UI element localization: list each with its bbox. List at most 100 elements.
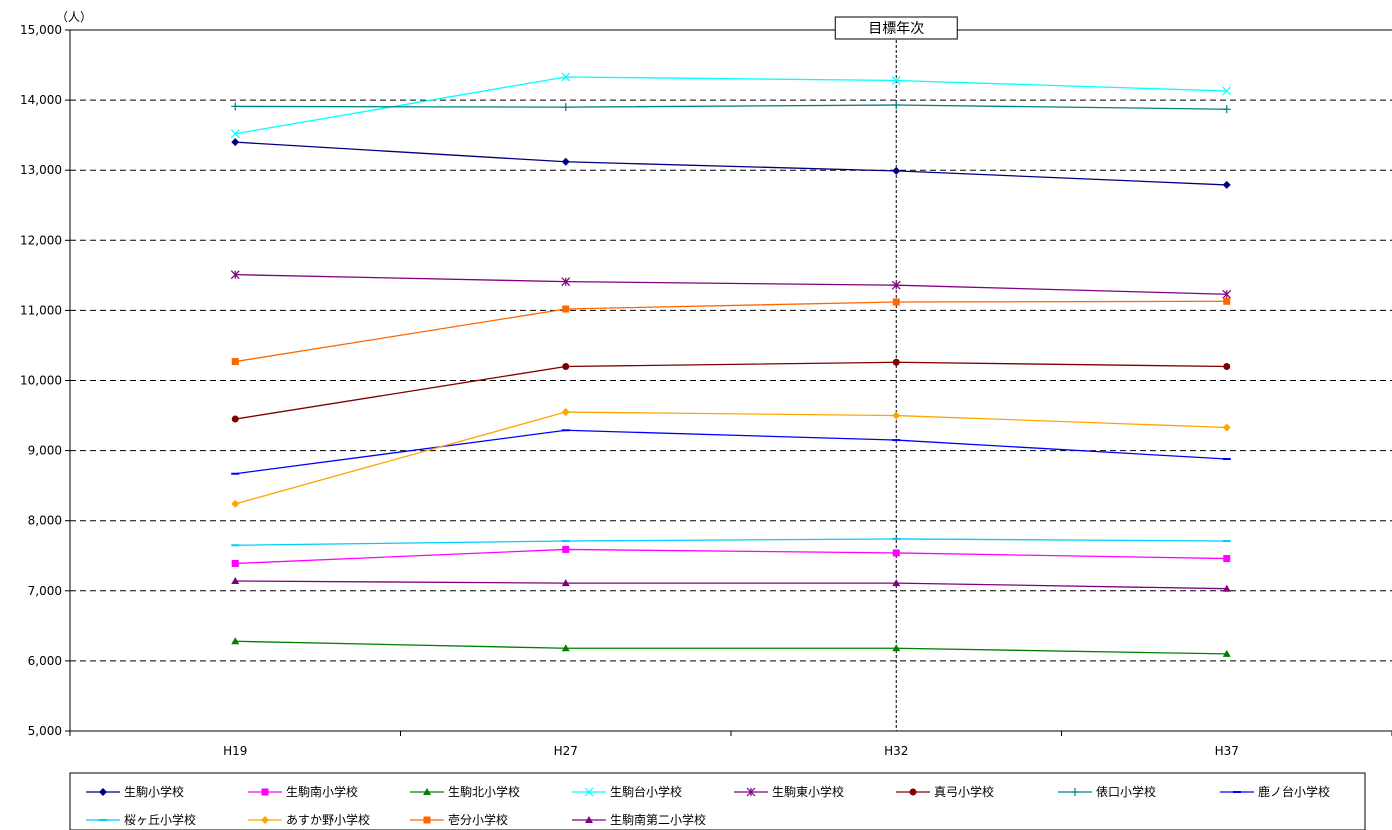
data-point-marker [1223,297,1231,305]
data-point-marker [231,559,239,567]
series-line [235,640,1227,655]
data-point-marker [231,637,240,645]
data-point-marker [892,166,901,175]
data-point-marker [99,788,107,796]
data-point-marker [231,358,239,366]
data-point-marker [892,579,901,587]
legend-item: 生駒南第二小学校 [572,812,706,827]
legend-label: 生駒南第二小学校 [610,812,706,827]
series-lines [230,72,1232,657]
data-point-marker [561,579,570,587]
data-point-marker [892,411,901,420]
series-line [235,429,1227,475]
marker-stroke [584,787,594,797]
data-point-marker [423,788,431,795]
x-tick-labels: H19 H27 H32 H37 [223,744,1239,758]
x-tick-label: H19 [223,744,247,758]
series [231,576,1231,592]
target-year-marker: 目標年次 [834,16,958,731]
series [230,72,1232,139]
legend-frame [69,772,1366,830]
data-point-marker [261,816,269,824]
legend-label: 壱分小学校 [448,812,508,827]
data-point-marker [584,787,594,797]
y-tick-label: 6,000 [28,654,62,668]
marker-stroke [230,129,240,139]
data-point-marker [892,101,901,110]
data-point-marker [561,157,570,166]
series-line [235,76,1227,135]
data-point-marker [909,788,917,796]
grid-lines [70,29,1392,662]
marker-stroke [1222,86,1232,96]
data-point-marker [230,129,240,139]
data-point-marker [561,644,570,652]
data-point-marker [231,576,240,584]
data-point-marker [561,103,570,112]
data-point-marker [261,788,269,796]
series [231,545,1231,567]
legend-label: あすか野小学校 [286,812,370,827]
legend-item: 生駒東小学校 [734,784,844,799]
y-tick-label: 14,000 [20,93,62,107]
legend-label: 生駒小学校 [124,784,184,799]
legend-item: 俵口小学校 [1058,784,1156,799]
data-point-marker [1222,584,1231,592]
data-point-marker [1222,649,1231,657]
series-line [235,141,1227,186]
data-point-marker [561,408,570,417]
data-point-marker [891,280,901,290]
data-point-marker [561,72,571,82]
data-point-marker [746,787,756,797]
legend: 生駒小学校 生駒南小学校 生駒北小学校 生駒台小学校 生駒東小学校 真弓小学校 俵口小学校 鹿… [69,772,1366,830]
y-tick-labels: 5,000 6,000 7,000 8,000 9,000 10,000 11,000 12,… [20,23,62,738]
series [231,297,1231,366]
data-point-marker [231,102,240,111]
legend-label: 俵口小学校 [1096,784,1156,799]
series-line [235,273,1227,295]
data-point-marker [1223,555,1231,563]
legend-item: 鹿ノ台小学校 [1220,784,1330,799]
target-year-label: 目標年次 [868,21,924,37]
data-point-marker [562,545,570,553]
marker-stroke [561,72,571,82]
data-point-marker [1222,86,1232,96]
legend-item: 桜ヶ丘小学校 [86,812,196,827]
legend-item: 生駒台小学校 [572,784,682,799]
data-point-marker [892,549,900,557]
series-line [235,548,1227,565]
data-point-marker [1071,788,1079,796]
legend-item: 生駒北小学校 [410,784,520,799]
target-year-box [834,16,958,40]
data-point-marker [891,76,901,85]
series [231,101,1231,114]
y-tick-label: 9,000 [28,444,62,458]
data-point-marker [231,415,239,423]
y-tick-label: 11,000 [20,303,62,317]
data-point-marker [1222,105,1231,114]
series-line [235,361,1227,420]
data-point-marker [561,277,571,287]
series [231,358,1231,423]
y-axis-unit-label: （人） [56,10,92,24]
legend-item: 生駒南小学校 [248,784,358,799]
data-point-marker [1222,289,1232,299]
series-line [235,300,1227,363]
legend-item: 生駒小学校 [86,784,184,799]
data-point-marker [423,816,431,824]
y-tick-label: 10,000 [20,374,62,388]
data-point-marker [1222,180,1231,189]
series [230,270,1232,299]
data-point-marker [231,499,240,508]
series [231,429,1231,475]
legend-label: 生駒南小学校 [286,784,358,799]
y-tick-label: 13,000 [20,163,62,177]
legend-item: 壱分小学校 [410,812,508,827]
series [231,637,1231,657]
y-tick-label: 12,000 [20,233,62,247]
legend-label: 真弓小学校 [934,784,994,799]
series-line [235,104,1227,110]
series [231,138,1231,189]
data-point-marker [1222,423,1231,432]
